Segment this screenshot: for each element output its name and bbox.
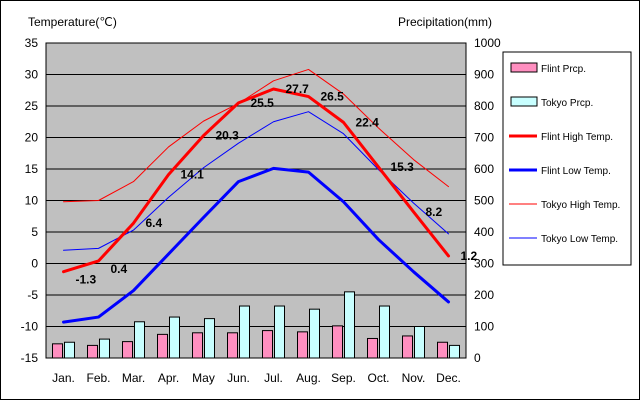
x-tick-label: Feb. (86, 371, 110, 385)
precip-bar (332, 325, 343, 359)
legend-box (502, 51, 632, 266)
x-tick-label: Nov. (402, 371, 426, 385)
left-axis-ticks: 35 30 25 20 15 10 5 0 -5 -10 -15 (21, 36, 39, 365)
x-tick-label: Oct. (367, 371, 389, 385)
precip-bar (437, 341, 448, 359)
legend-label: Flint Prcp. (541, 64, 586, 75)
legend-swatch (510, 96, 538, 107)
legend-label: Tokyo Prcp. (541, 98, 593, 109)
precip-bar (274, 305, 285, 359)
temperature-lines (62, 68, 450, 324)
data-label: 15.3 (391, 160, 415, 174)
data-label: 27.7 (286, 82, 310, 96)
data-label: 6.4 (146, 216, 163, 230)
precip-bar (239, 305, 250, 359)
precip-bar (87, 344, 98, 359)
legend-label: Flint High Temp. (541, 132, 613, 143)
legend: Flint Prcp. Tokyo Prcp. Flint High Temp. Fl… (502, 51, 632, 266)
left-tick-label: 20 (25, 131, 39, 145)
precip-bar (297, 331, 308, 359)
x-tick-label: May (192, 371, 215, 385)
data-label: 8.2 (426, 205, 443, 219)
right-tick-label: 700 (474, 131, 494, 145)
precip-bar (414, 326, 425, 359)
right-tick-label: 800 (474, 99, 494, 113)
x-tick-label: Aug. (296, 371, 321, 385)
left-tick-label: 35 (25, 36, 39, 50)
x-tick-label: Jan. (52, 371, 75, 385)
legend-label: Tokyo Low Temp. (541, 234, 618, 245)
right-tick-label: 0 (474, 351, 481, 365)
data-label: 14.1 (181, 168, 205, 182)
right-tick-label: 100 (474, 320, 494, 334)
precip-bar (99, 338, 110, 359)
temp-line (62, 87, 450, 274)
precip-bar (402, 335, 413, 359)
right-tick-label: 900 (474, 68, 494, 82)
data-label: 25.5 (251, 96, 275, 110)
left-tick-label: -15 (21, 351, 39, 365)
left-tick-label: -10 (21, 320, 39, 334)
right-tick-label: 400 (474, 225, 494, 239)
precip-bar (204, 318, 215, 359)
legend-label: Tokyo High Temp. (541, 200, 620, 211)
legend-label: Flint Low Temp. (541, 166, 611, 177)
data-label: -1.3 (76, 273, 97, 287)
left-tick-label: 30 (25, 68, 39, 82)
temp-line (62, 166, 450, 324)
right-axis-title: Precipitation(mm) (398, 15, 492, 29)
gridlines (46, 74, 466, 327)
right-tick-label: 500 (474, 194, 494, 208)
legend-swatch (510, 62, 538, 73)
precip-bar (157, 333, 168, 359)
precip-bar (367, 337, 378, 359)
left-tick-label: 5 (31, 225, 38, 239)
left-tick-label: 15 (25, 162, 39, 176)
data-labels: -1.3 0.4 6.4 14.1 20.3 25.5 27.7 26.5 22.4 15.3 8.… (76, 82, 478, 287)
data-label: 20.3 (216, 129, 240, 143)
precip-bar (192, 332, 203, 359)
x-tick-label: Jun. (227, 371, 250, 385)
right-tick-label: 600 (474, 162, 494, 176)
precip-bar (169, 316, 180, 359)
precip-bar (134, 321, 145, 359)
data-label: 22.4 (356, 115, 380, 129)
precip-bar (344, 291, 355, 359)
data-label: 1.2 (461, 249, 478, 263)
temp-line (63, 68, 449, 203)
x-tick-label: Jul. (264, 371, 283, 385)
left-tick-label: 25 (25, 99, 39, 113)
precip-bar (309, 308, 320, 359)
data-label: 26.5 (321, 90, 345, 104)
left-tick-label: -5 (27, 288, 38, 302)
x-tick-label: Apr. (158, 371, 179, 385)
x-tick-label: Dec. (436, 371, 461, 385)
precip-bar (379, 305, 390, 359)
left-tick-label: 0 (31, 257, 38, 271)
x-axis-ticks: Jan. Feb. Mar. Apr. May Jun. Jul. Aug. Sep. Oct. N… (52, 371, 461, 385)
precip-bar (122, 341, 133, 359)
precip-bar (227, 332, 238, 359)
right-tick-label: 1000 (474, 36, 501, 50)
x-tick-label: Sep. (331, 371, 356, 385)
x-tick-label: Mar. (122, 371, 145, 385)
left-axis-title: Temperature(℃) (28, 15, 117, 29)
precip-bar (64, 341, 75, 359)
precip-bar (52, 343, 63, 359)
right-tick-label: 200 (474, 288, 494, 302)
left-tick-label: 10 (25, 194, 39, 208)
precip-bar (449, 344, 460, 359)
precip-bar (262, 330, 273, 359)
data-label: 0.4 (111, 262, 128, 276)
precipitation-bars (52, 291, 460, 359)
right-tick-label: 300 (474, 257, 494, 271)
